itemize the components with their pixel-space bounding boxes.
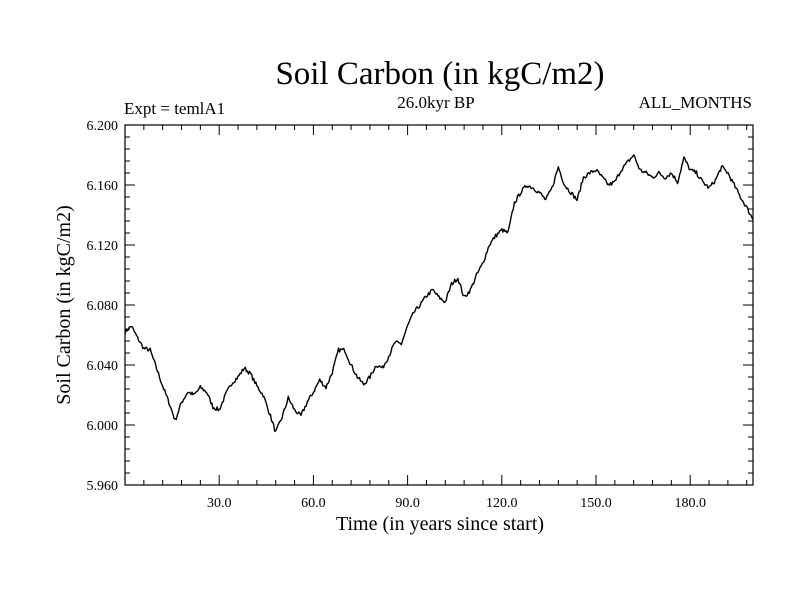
y-tick-label: 6.000 <box>87 419 119 434</box>
y-tick-label: 6.200 <box>87 119 119 134</box>
chart-title: Soil Carbon (in kgC/m2) <box>275 56 604 92</box>
x-tick-label: 30.0 <box>207 496 232 511</box>
y-tick-label: 5.960 <box>87 479 119 494</box>
series-line-soil-carbon <box>124 154 754 432</box>
plot-frame <box>124 124 754 486</box>
y-axis-label: Soil Carbon (in kgC/m2) <box>53 205 75 404</box>
y-axis-tick-labels: 5.960 6.000 6.040 6.080 6.120 6.160 6.200 <box>87 119 119 494</box>
x-axis-tick-labels: 30.0 60.0 90.0 120.0 150.0 180.0 <box>207 496 706 511</box>
y-tick-label: 6.080 <box>87 299 119 314</box>
x-tick-label: 150.0 <box>580 496 612 511</box>
y-tick-label: 6.040 <box>87 359 119 374</box>
months-label: ALL_MONTHS <box>639 93 752 112</box>
x-axis-label: Time (in years since start) <box>336 513 544 535</box>
y-tick-label: 6.120 <box>87 239 119 254</box>
x-tick-label: 60.0 <box>301 496 326 511</box>
period-label: 26.0kyr BP <box>397 93 474 112</box>
x-tick-label: 180.0 <box>674 496 706 511</box>
y-axis-ticks <box>125 124 753 486</box>
y-tick-label: 6.160 <box>87 179 119 194</box>
x-tick-label: 120.0 <box>486 496 518 511</box>
x-axis-ticks <box>143 125 748 485</box>
x-tick-label: 90.0 <box>395 496 420 511</box>
experiment-label: Expt = temlA1 <box>124 99 225 118</box>
